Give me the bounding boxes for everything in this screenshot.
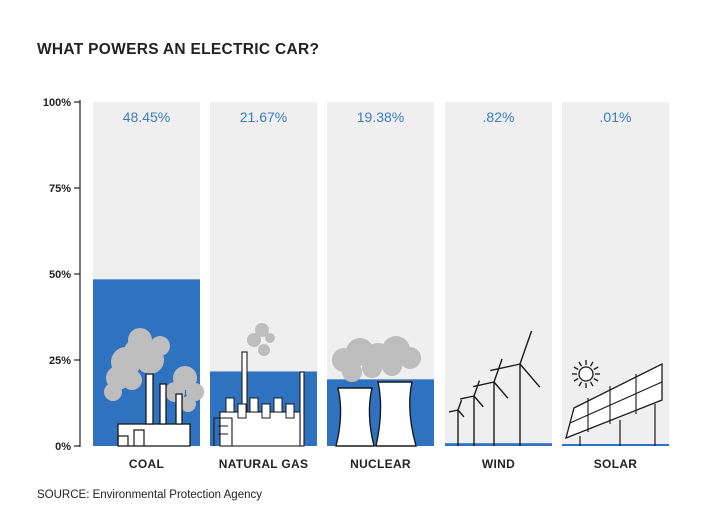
- solar-panel-icon: [565, 360, 663, 446]
- y-tick-label: 0%: [55, 441, 71, 453]
- value-label: .01%: [600, 109, 632, 125]
- value-label: 21.67%: [240, 109, 287, 125]
- source-note: SOURCE: Environmental Protection Agency: [37, 489, 262, 501]
- y-tick-label: 50%: [49, 269, 71, 281]
- y-tick-label: 75%: [49, 183, 71, 195]
- value-label: .82%: [483, 109, 515, 125]
- bar-wind: [445, 443, 552, 446]
- category-label: COAL: [129, 457, 164, 471]
- bar-track-wind: [445, 102, 552, 446]
- cooling-tower-icon: [332, 336, 421, 447]
- category-label: NATURAL GAS: [219, 457, 309, 471]
- coal-plant-icon: [104, 328, 204, 447]
- category-label: WIND: [482, 457, 515, 471]
- y-tick-label: 25%: [49, 355, 71, 367]
- y-tick-label: 100%: [43, 97, 71, 109]
- value-label: 19.38%: [357, 109, 404, 125]
- category-label: NUCLEAR: [350, 457, 411, 471]
- bar-solar: [562, 444, 669, 446]
- chart-title: WHAT POWERS AN ELECTRIC CAR?: [37, 41, 320, 58]
- value-label: 48.45%: [123, 109, 170, 125]
- category-label: SOLAR: [594, 457, 638, 471]
- wind-turbine-icon: [448, 330, 541, 446]
- gas-refinery-icon: [213, 323, 305, 447]
